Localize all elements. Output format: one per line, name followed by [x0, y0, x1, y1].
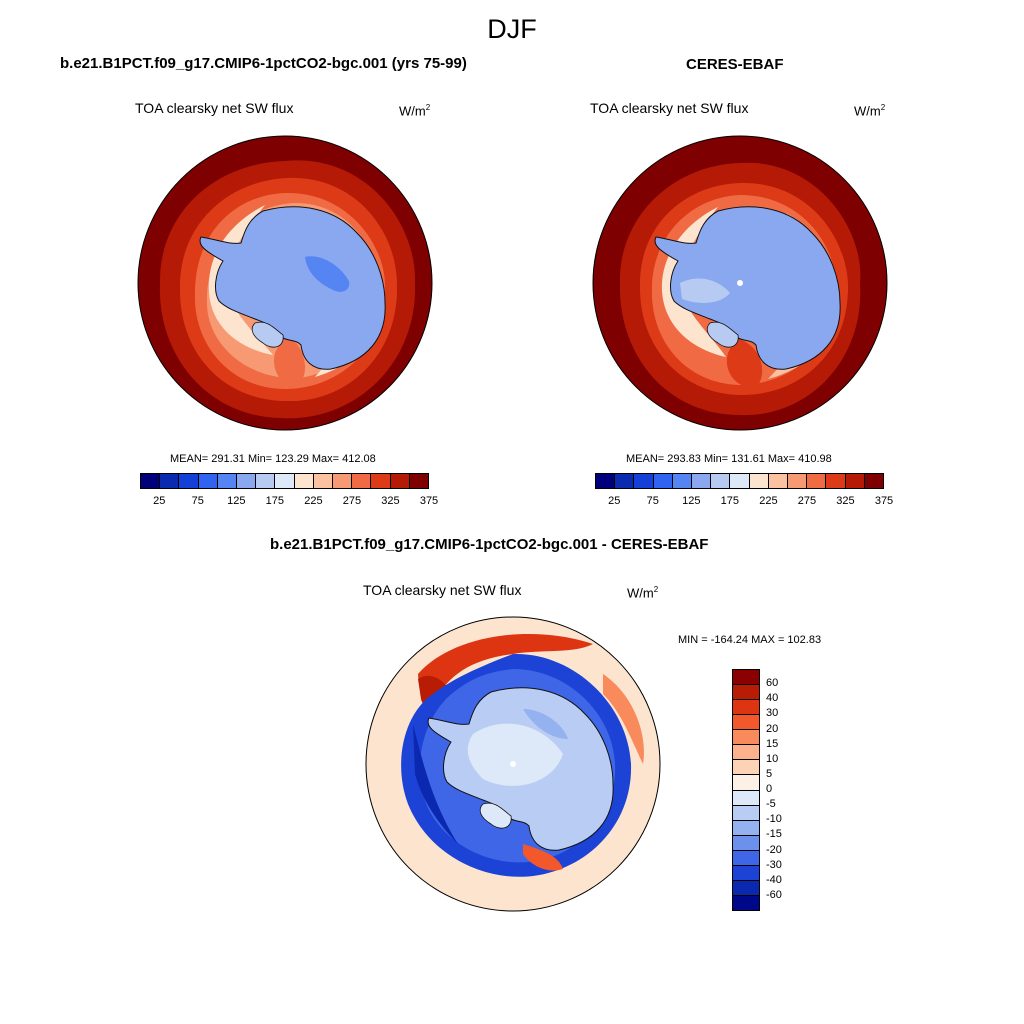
panel-3-colorbar-tick-label: 40 [766, 692, 779, 705]
panel-2-colorbar-swatch [864, 474, 884, 488]
panel-3-colorbar-swatch [733, 685, 759, 701]
panel-2-colorbar-swatch [596, 474, 616, 488]
panel-3-colorbar-swatch [733, 865, 759, 881]
panel-3-colorbar-swatch [733, 730, 759, 746]
panel-1-colorbar-tick-label: 325 [381, 495, 400, 507]
panel-1-unit: W/m2 [399, 103, 431, 119]
panel-3-colorbar-labels: 60 40 30 20 15 10 5 0 -5 -10 -15 -20 -30 -40 -60 [766, 669, 806, 911]
panel-2-colorbar-swatch [788, 474, 808, 488]
panel-2-variable: TOA clearsky net SW flux [590, 100, 749, 116]
panel-3-colorbar-swatch [733, 820, 759, 836]
panel-1-colorbar-tick-label: 175 [265, 495, 285, 507]
panel-1-colorbar-swatch [141, 474, 161, 488]
panel-3-colorbar-swatch [733, 880, 759, 896]
panel-2-colorbar-swatch [711, 474, 731, 488]
panel-2-colorbar-tick-label: 375 [874, 495, 894, 507]
panel-1-colorbar-swatch [160, 474, 180, 488]
panel-3-colorbar-swatch [733, 835, 759, 851]
panel-2-unit: W/m2 [854, 103, 886, 119]
panel-3-colorbar-tick-label: -20 [766, 843, 782, 856]
panel-3-colorbar-swatch [733, 775, 759, 791]
panel-1-stats: MEAN= 291.31 Min= 123.29 Max= 412.08 [170, 453, 376, 465]
panel-2-title: CERES-EBAF [686, 56, 784, 73]
panel-1-colorbar-swatch [313, 474, 334, 488]
panel-3-colorbar-tick-label: 10 [766, 752, 779, 765]
panel-2-colorbar-swatch [692, 474, 712, 488]
panel-3-stats: MIN = -164.24 MAX = 102.83 [678, 634, 822, 646]
panel-3-colorbar-swatch [733, 745, 759, 761]
panel-1-colorbar-tick-label: 275 [342, 495, 362, 507]
panel-1-colorbar-swatch [409, 474, 429, 488]
panel-2-colorbar-tick-label: 225 [759, 495, 778, 507]
panel-2-colorbar-swatch [653, 474, 673, 488]
panel-1-polar-map [137, 135, 433, 431]
panel-1-colorbar-swatch [390, 474, 410, 488]
panel-2-colorbar-labels: 25 75 125 175 225 275 325 375 [595, 495, 893, 509]
panel-3-colorbar-tick-label: 20 [766, 722, 779, 735]
panel-2-colorbar-swatch [634, 474, 654, 488]
panel-3-colorbar-tick-label: -60 [766, 888, 782, 901]
panel-3-colorbar-tick-label: -40 [766, 873, 782, 886]
panel-3-colorbar-tick-label: -5 [766, 798, 776, 811]
panel-3-unit: W/m2 [627, 585, 659, 601]
panel-2-colorbar-tick-label: 75 [646, 495, 659, 507]
panel-1-title: b.e21.B1PCT.f09_g17.CMIP6-1pctCO2-bgc.00… [60, 55, 467, 72]
panel-3-colorbar-tick-label: 5 [766, 767, 773, 780]
panel-3-variable: TOA clearsky net SW flux [363, 582, 522, 598]
panel-3-colorbar-tick-label: -15 [766, 828, 782, 841]
panel-2-colorbar-tick-label: 175 [720, 495, 740, 507]
panel-2-colorbar-tick-label: 325 [836, 495, 855, 507]
panel-1-colorbar-swatch [333, 474, 353, 488]
panel-3-colorbar-swatch [733, 700, 759, 716]
panel-2-colorbar-swatch [730, 474, 750, 488]
panel-1-variable: TOA clearsky net SW flux [135, 100, 294, 116]
panel-2-colorbar-swatch [768, 474, 789, 488]
panel-2-colorbar [595, 473, 884, 489]
panel-3-colorbar-tick-label: 60 [766, 677, 779, 690]
panel-3-colorbar-tick-label: -10 [766, 813, 782, 826]
panel-2-colorbar-tick-label: 275 [797, 495, 817, 507]
panel-1-colorbar-swatch [352, 474, 372, 488]
panel-1-colorbar-labels: 25 75 125 175 225 275 325 375 [140, 495, 438, 509]
panel-1-colorbar-swatch [371, 474, 391, 488]
panel-1-colorbar-swatch [294, 474, 314, 488]
panel-1-colorbar-swatch [256, 474, 276, 488]
panel-3-colorbar-swatch [733, 850, 759, 866]
panel-1-colorbar-tick-label: 75 [191, 495, 204, 507]
figure-title: DJF [487, 14, 537, 44]
panel-3-polar-map [365, 616, 661, 912]
panel-1-colorbar [140, 473, 429, 489]
panel-3-colorbar-tick-label: 15 [766, 737, 779, 750]
panel-3-title: b.e21.B1PCT.f09_g17.CMIP6-1pctCO2-bgc.00… [270, 536, 709, 553]
panel-2-colorbar-swatch [807, 474, 827, 488]
panel-3-colorbar-tick-label: 30 [766, 707, 779, 720]
panel-3-colorbar [732, 669, 760, 911]
panel-2-stats: MEAN= 293.83 Min= 131.61 Max= 410.98 [626, 453, 832, 465]
panel-3-colorbar-swatch [733, 790, 759, 806]
panel-3-colorbar-swatch [733, 805, 759, 821]
panel-2-colorbar-swatch [845, 474, 865, 488]
panel-3-colorbar-swatch [733, 760, 759, 776]
panel-3-colorbar-swatch [733, 670, 759, 686]
panel-1-colorbar-swatch [237, 474, 257, 488]
panel-3-colorbar-tick-label: 0 [766, 783, 773, 795]
panel-1-colorbar-tick-label: 25 [153, 495, 166, 507]
panel-2-colorbar-tick-label: 25 [608, 495, 621, 507]
panel-1-colorbar-tick-label: 225 [304, 495, 323, 507]
panel-2-colorbar-swatch [672, 474, 693, 488]
panel-1-colorbar-swatch [275, 474, 295, 488]
panel-2-colorbar-swatch [615, 474, 635, 488]
panel-1-colorbar-tick-label: 125 [227, 495, 246, 507]
panel-3-colorbar-swatch [733, 895, 759, 910]
panel-3-colorbar-swatch [733, 715, 759, 731]
panel-1-colorbar-swatch [217, 474, 238, 488]
panel-2-colorbar-swatch [749, 474, 769, 488]
panel-2-polar-map [592, 135, 888, 431]
panel-1-colorbar-swatch [179, 474, 199, 488]
panel-1-colorbar-swatch [198, 474, 218, 488]
panel-1-colorbar-tick-label: 375 [419, 495, 439, 507]
panel-2-colorbar-tick-label: 125 [682, 495, 701, 507]
panel-3-colorbar-tick-label: -30 [766, 858, 782, 871]
panel-2-colorbar-swatch [826, 474, 846, 488]
